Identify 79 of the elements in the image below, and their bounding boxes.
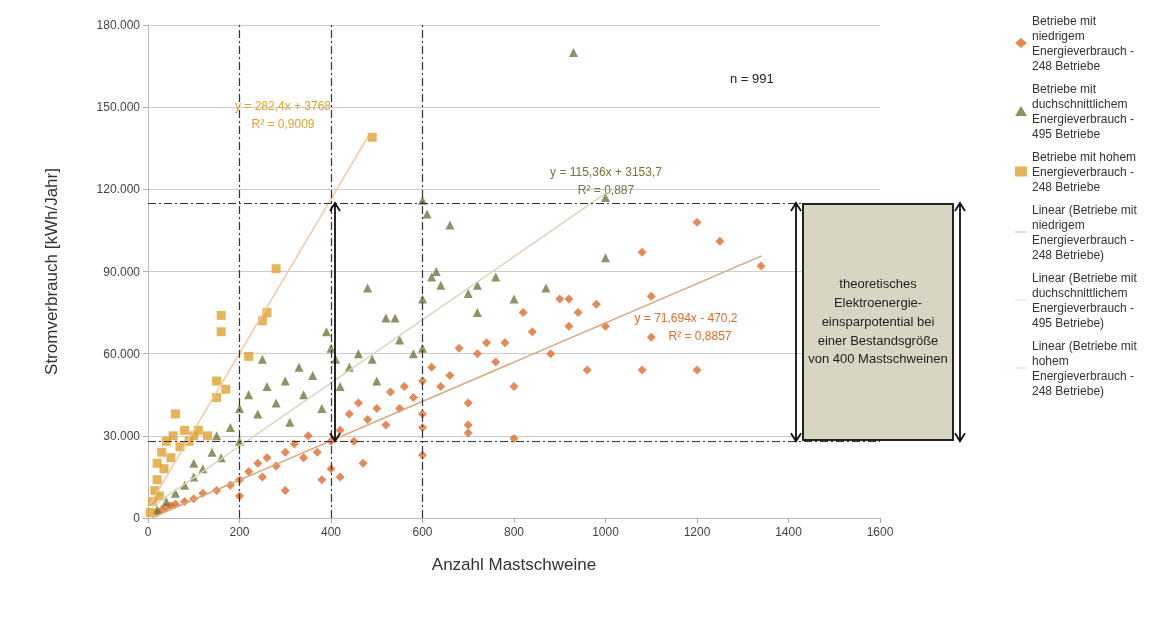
point (381, 313, 391, 323)
legend-label: Linear (Betriebe mit hohem Energieverbrauch - 248 Betriebe) (1032, 338, 1141, 398)
point (285, 417, 295, 427)
y-axis-title: Stromverbrauch [kWh/Jahr] (42, 168, 61, 375)
point (225, 423, 235, 433)
point (189, 458, 199, 468)
text-box: theoretisches Elektroenergie-einsparpotential bei einer Bestandsgröße von 400 Mastschweinen (802, 203, 954, 442)
point (541, 283, 551, 293)
point (335, 382, 345, 392)
point (212, 376, 222, 386)
point (367, 132, 377, 142)
point (472, 280, 482, 290)
point (418, 294, 427, 304)
annotation: R² = 0,887 (577, 183, 635, 197)
point (509, 294, 519, 304)
legend-label: Betriebe mit duchschnittlichem Energieverbrauch - 495 Betriebe (1032, 81, 1138, 141)
x-tick-label: 1600 (866, 525, 894, 539)
point (601, 253, 610, 263)
point (568, 47, 578, 57)
point (216, 327, 226, 337)
point (216, 310, 226, 320)
x-tick-label: 0 (144, 525, 152, 539)
legend-label: Betriebe mit niedrigem Energieverbrauch - 248 Betriebe (1032, 13, 1138, 73)
annotation: y = 282,4x + 3768 (234, 99, 332, 113)
x-axis-title: Anzahl Mastschweine (431, 555, 597, 574)
y-tick-label: 180.000 (96, 18, 141, 32)
point (463, 288, 473, 298)
y-tick-label: 60.000 (103, 346, 141, 361)
x-tick-label: 400 (320, 525, 342, 539)
point (472, 308, 482, 318)
point (170, 409, 180, 419)
annotation: y = 115,36x + 3153,7 (550, 165, 663, 179)
point (280, 376, 290, 386)
point (166, 453, 176, 463)
annotation: R² = 0,8857 (668, 329, 732, 343)
x-tick-label: 800 (503, 525, 525, 539)
x-tick-label: 1200 (683, 525, 711, 539)
annotation: y = 71,694x - 470,2 (634, 311, 738, 325)
point (207, 447, 217, 457)
point (180, 425, 190, 435)
point (170, 488, 180, 498)
x-tick-label: 1000 (592, 525, 620, 539)
point (321, 327, 331, 337)
point (271, 264, 281, 274)
y-tick-label: 0 (133, 511, 141, 525)
point (353, 349, 363, 359)
point (367, 354, 377, 364)
y-tick-label: 150.000 (96, 100, 141, 115)
point (152, 475, 162, 485)
y-tick-label: 90.000 (103, 264, 141, 279)
point (294, 362, 304, 372)
legend-label: Linear (Betriebe mit niedrigem Energieverbrauch - 248 Betriebe) (1032, 202, 1141, 262)
x-tick-label: 200 (229, 525, 250, 539)
point (308, 371, 318, 381)
point (159, 464, 169, 474)
legend-label: Linear (Betriebe mit duchschnittlichem Energieverbrauch - 495 Betriebe) (1032, 270, 1141, 330)
point (262, 382, 272, 392)
point (436, 280, 446, 290)
point (244, 351, 254, 361)
point (431, 267, 441, 276)
point (257, 354, 267, 364)
y-tick-label: 30.000 (103, 428, 141, 443)
point (390, 313, 400, 323)
point (193, 425, 203, 435)
point (152, 458, 162, 468)
annotation: R² = 0,9009 (251, 117, 315, 131)
point (157, 447, 167, 457)
point (299, 390, 309, 400)
annotation: n = 991 (730, 71, 774, 86)
point (408, 349, 418, 359)
point (221, 384, 231, 394)
point (372, 376, 382, 386)
x-tick-label: 600 (412, 525, 433, 539)
point (168, 431, 178, 441)
y-tick-label: 120.000 (96, 182, 141, 197)
point (317, 403, 327, 413)
x-tick-label: 1400 (775, 525, 803, 539)
legend-label: Betriebe mit hohem Energieverbrauch - 248 Betriebe (1032, 149, 1140, 194)
point (202, 431, 212, 441)
